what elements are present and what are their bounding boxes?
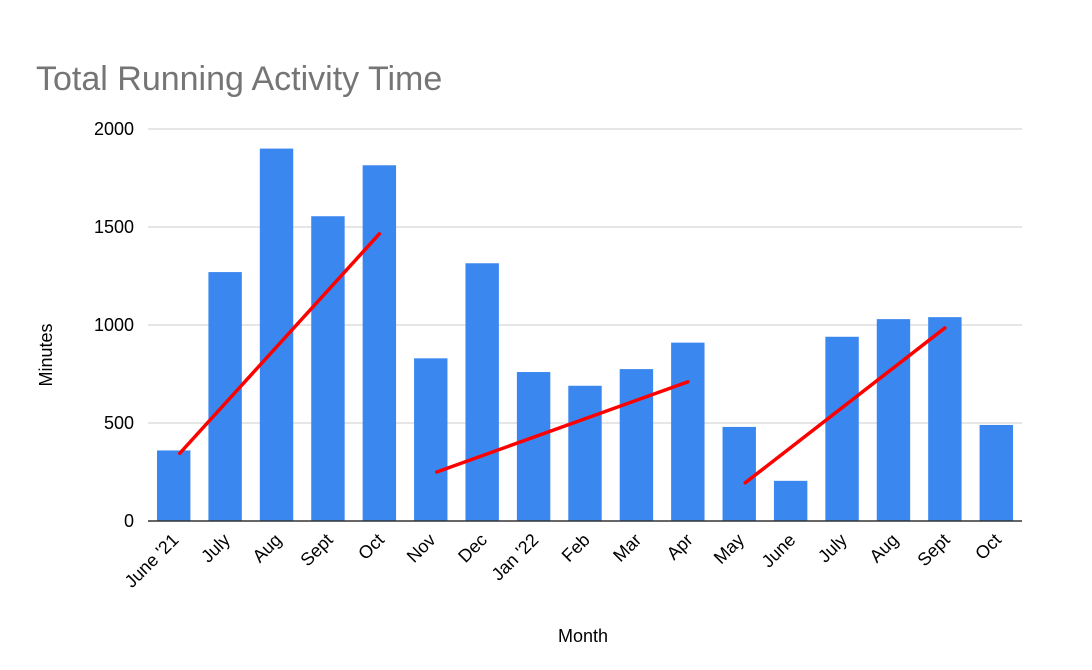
- trend-line: [177, 232, 382, 456]
- x-tick-label: Oct: [971, 530, 1005, 564]
- bar: [414, 358, 448, 521]
- bar: [773, 480, 808, 521]
- bar: [876, 319, 911, 521]
- trend-line: [743, 326, 947, 485]
- x-tick-label: Jan '22: [488, 530, 543, 585]
- bar: [208, 272, 242, 521]
- x-tick-label: July: [197, 530, 234, 567]
- trend-line: [435, 380, 690, 474]
- y-tick-label: 0: [124, 511, 134, 531]
- bar: [671, 342, 705, 521]
- y-axis-title: Minutes: [36, 323, 56, 386]
- x-tick-label: Feb: [558, 530, 594, 566]
- x-tick-label: Apr: [663, 530, 697, 564]
- y-tick-label: 500: [104, 413, 134, 433]
- x-tick-label: Oct: [354, 530, 388, 564]
- bar: [465, 263, 499, 521]
- y-tick-label: 1000: [94, 315, 134, 335]
- bar: [156, 450, 191, 521]
- y-tick-labels: 0 500 1000 1500 2000: [94, 119, 134, 531]
- bar: [516, 372, 551, 521]
- x-tick-label: Mar: [609, 530, 645, 566]
- y-tick-label: 1500: [94, 217, 134, 237]
- bar: [825, 336, 859, 521]
- x-tick-label: Aug: [249, 530, 286, 567]
- bar: [568, 385, 602, 521]
- x-tick-label: Nov: [403, 530, 440, 567]
- x-tick-label: Sept: [296, 530, 336, 570]
- x-axis-title: Month: [558, 626, 608, 646]
- bar: [979, 424, 1014, 521]
- bar: [619, 369, 654, 521]
- x-tick-label: July: [814, 530, 851, 567]
- x-tick-label: June: [758, 530, 800, 572]
- bar: [362, 165, 397, 521]
- x-tick-label: June '21: [121, 530, 183, 592]
- y-tick-label: 2000: [94, 119, 134, 139]
- x-tick-label: Dec: [454, 530, 491, 567]
- chart-title: Total Running Activity Time: [36, 60, 442, 98]
- bar: [928, 317, 962, 521]
- bar: [311, 216, 345, 521]
- trend-lines: [177, 232, 947, 485]
- x-tick-label: May: [710, 530, 748, 568]
- x-tick-label: Aug: [866, 530, 903, 567]
- x-tick-label: Sept: [913, 530, 953, 570]
- bar: [722, 426, 756, 521]
